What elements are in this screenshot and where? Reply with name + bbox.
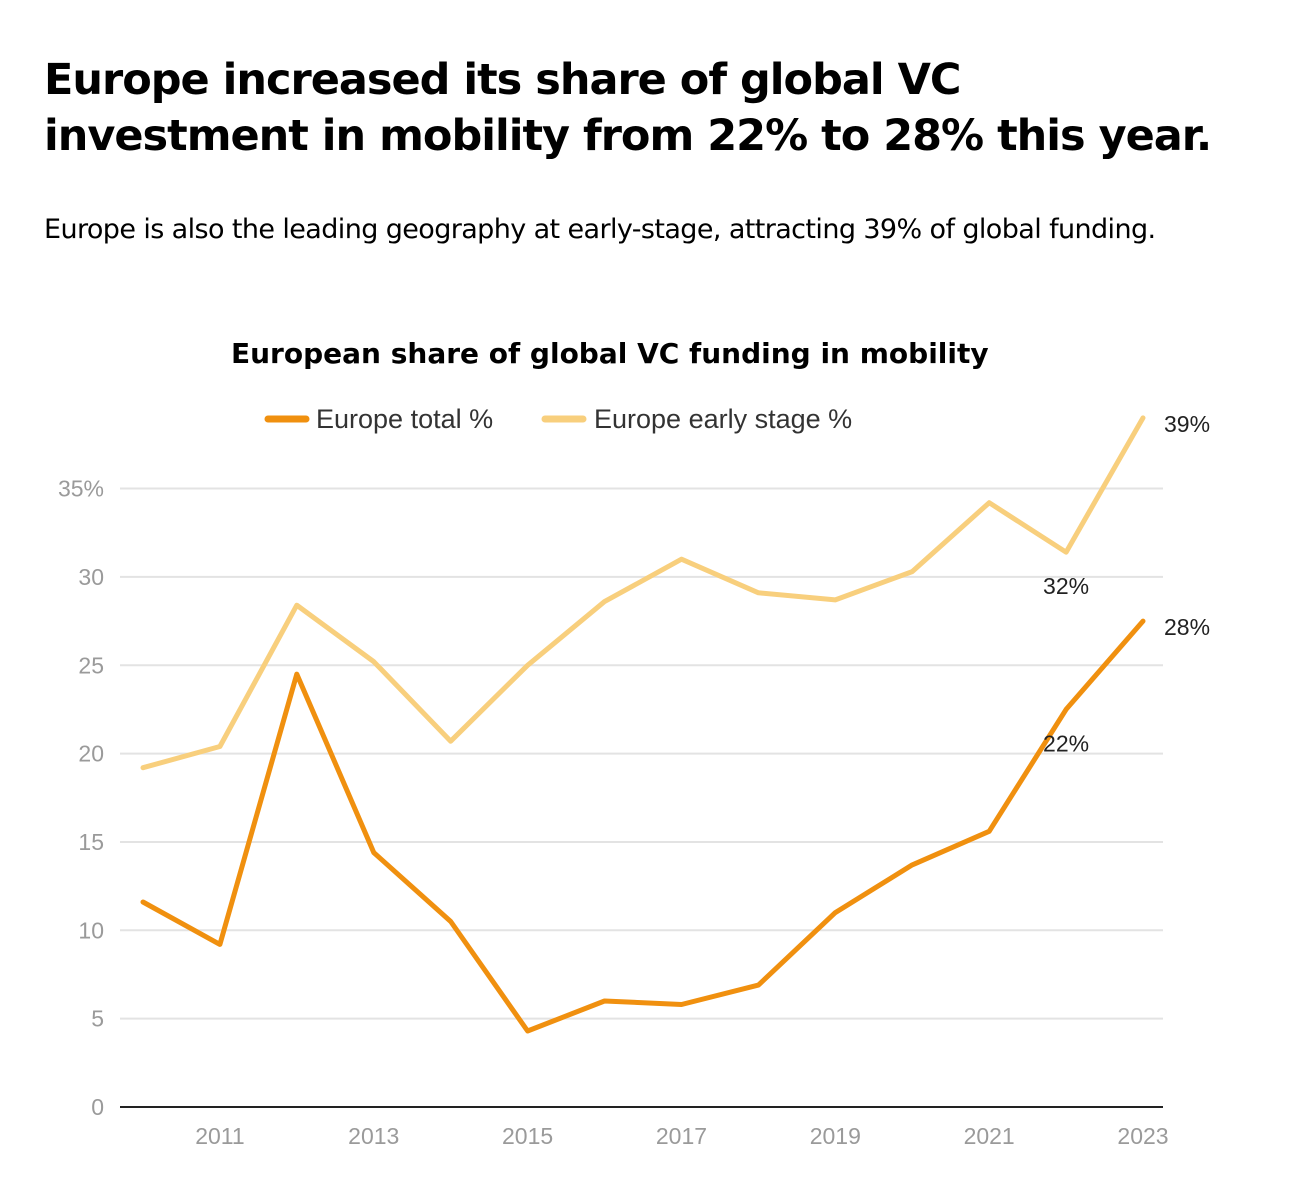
series-line-europe-total <box>140 618 1146 1034</box>
y-tick-label: 5 <box>91 1006 104 1032</box>
x-tick-label: 2015 <box>502 1123 553 1149</box>
x-axis: 2011 2013 2015 2017 2019 2021 2023 <box>120 1106 1169 1149</box>
x-tick-label: 2021 <box>964 1123 1015 1149</box>
x-tick-label: 2023 <box>1117 1123 1168 1149</box>
data-label: 39% <box>1164 411 1210 437</box>
y-tick-label: 30 <box>78 564 104 590</box>
chart-title: European share of global VC funding in m… <box>231 337 989 370</box>
y-tick-label: 10 <box>78 917 104 943</box>
y-axis-ticks: 0 5 10 15 20 25 30 35% <box>58 476 104 1120</box>
x-tick-label: 2019 <box>810 1123 861 1149</box>
chart-gridlines <box>120 487 1163 1020</box>
y-tick-label: 0 <box>91 1094 104 1120</box>
headline-line-2: investment in mobility from 22% to 28% t… <box>44 111 1212 161</box>
page-headline: Europe increased its share of global VC … <box>44 52 1294 164</box>
x-tick-label: 2017 <box>656 1123 707 1149</box>
y-tick-label: 15 <box>78 829 104 855</box>
headline-line-1: Europe increased its share of global VC <box>44 55 961 105</box>
series-line-europe-early-stage <box>140 415 1146 771</box>
x-tick-label: 2011 <box>195 1123 244 1149</box>
y-tick-label: 35% <box>58 476 104 502</box>
y-tick-label: 20 <box>78 741 104 767</box>
data-label: 22% <box>1043 730 1089 756</box>
page-subtitle: Europe is also the leading geography at … <box>44 214 1156 245</box>
data-label: 32% <box>1043 573 1089 599</box>
chart-data-labels: 22% 28% 32% 39% <box>1043 411 1210 757</box>
chart-legend: Europe total % Europe early stage % <box>264 404 852 434</box>
chart-series <box>140 415 1146 1034</box>
legend-label: Europe total % <box>316 404 493 434</box>
data-label: 28% <box>1164 614 1210 640</box>
x-tick-label: 2013 <box>348 1123 399 1149</box>
legend-label: Europe early stage % <box>594 404 852 434</box>
y-tick-label: 25 <box>78 652 104 678</box>
